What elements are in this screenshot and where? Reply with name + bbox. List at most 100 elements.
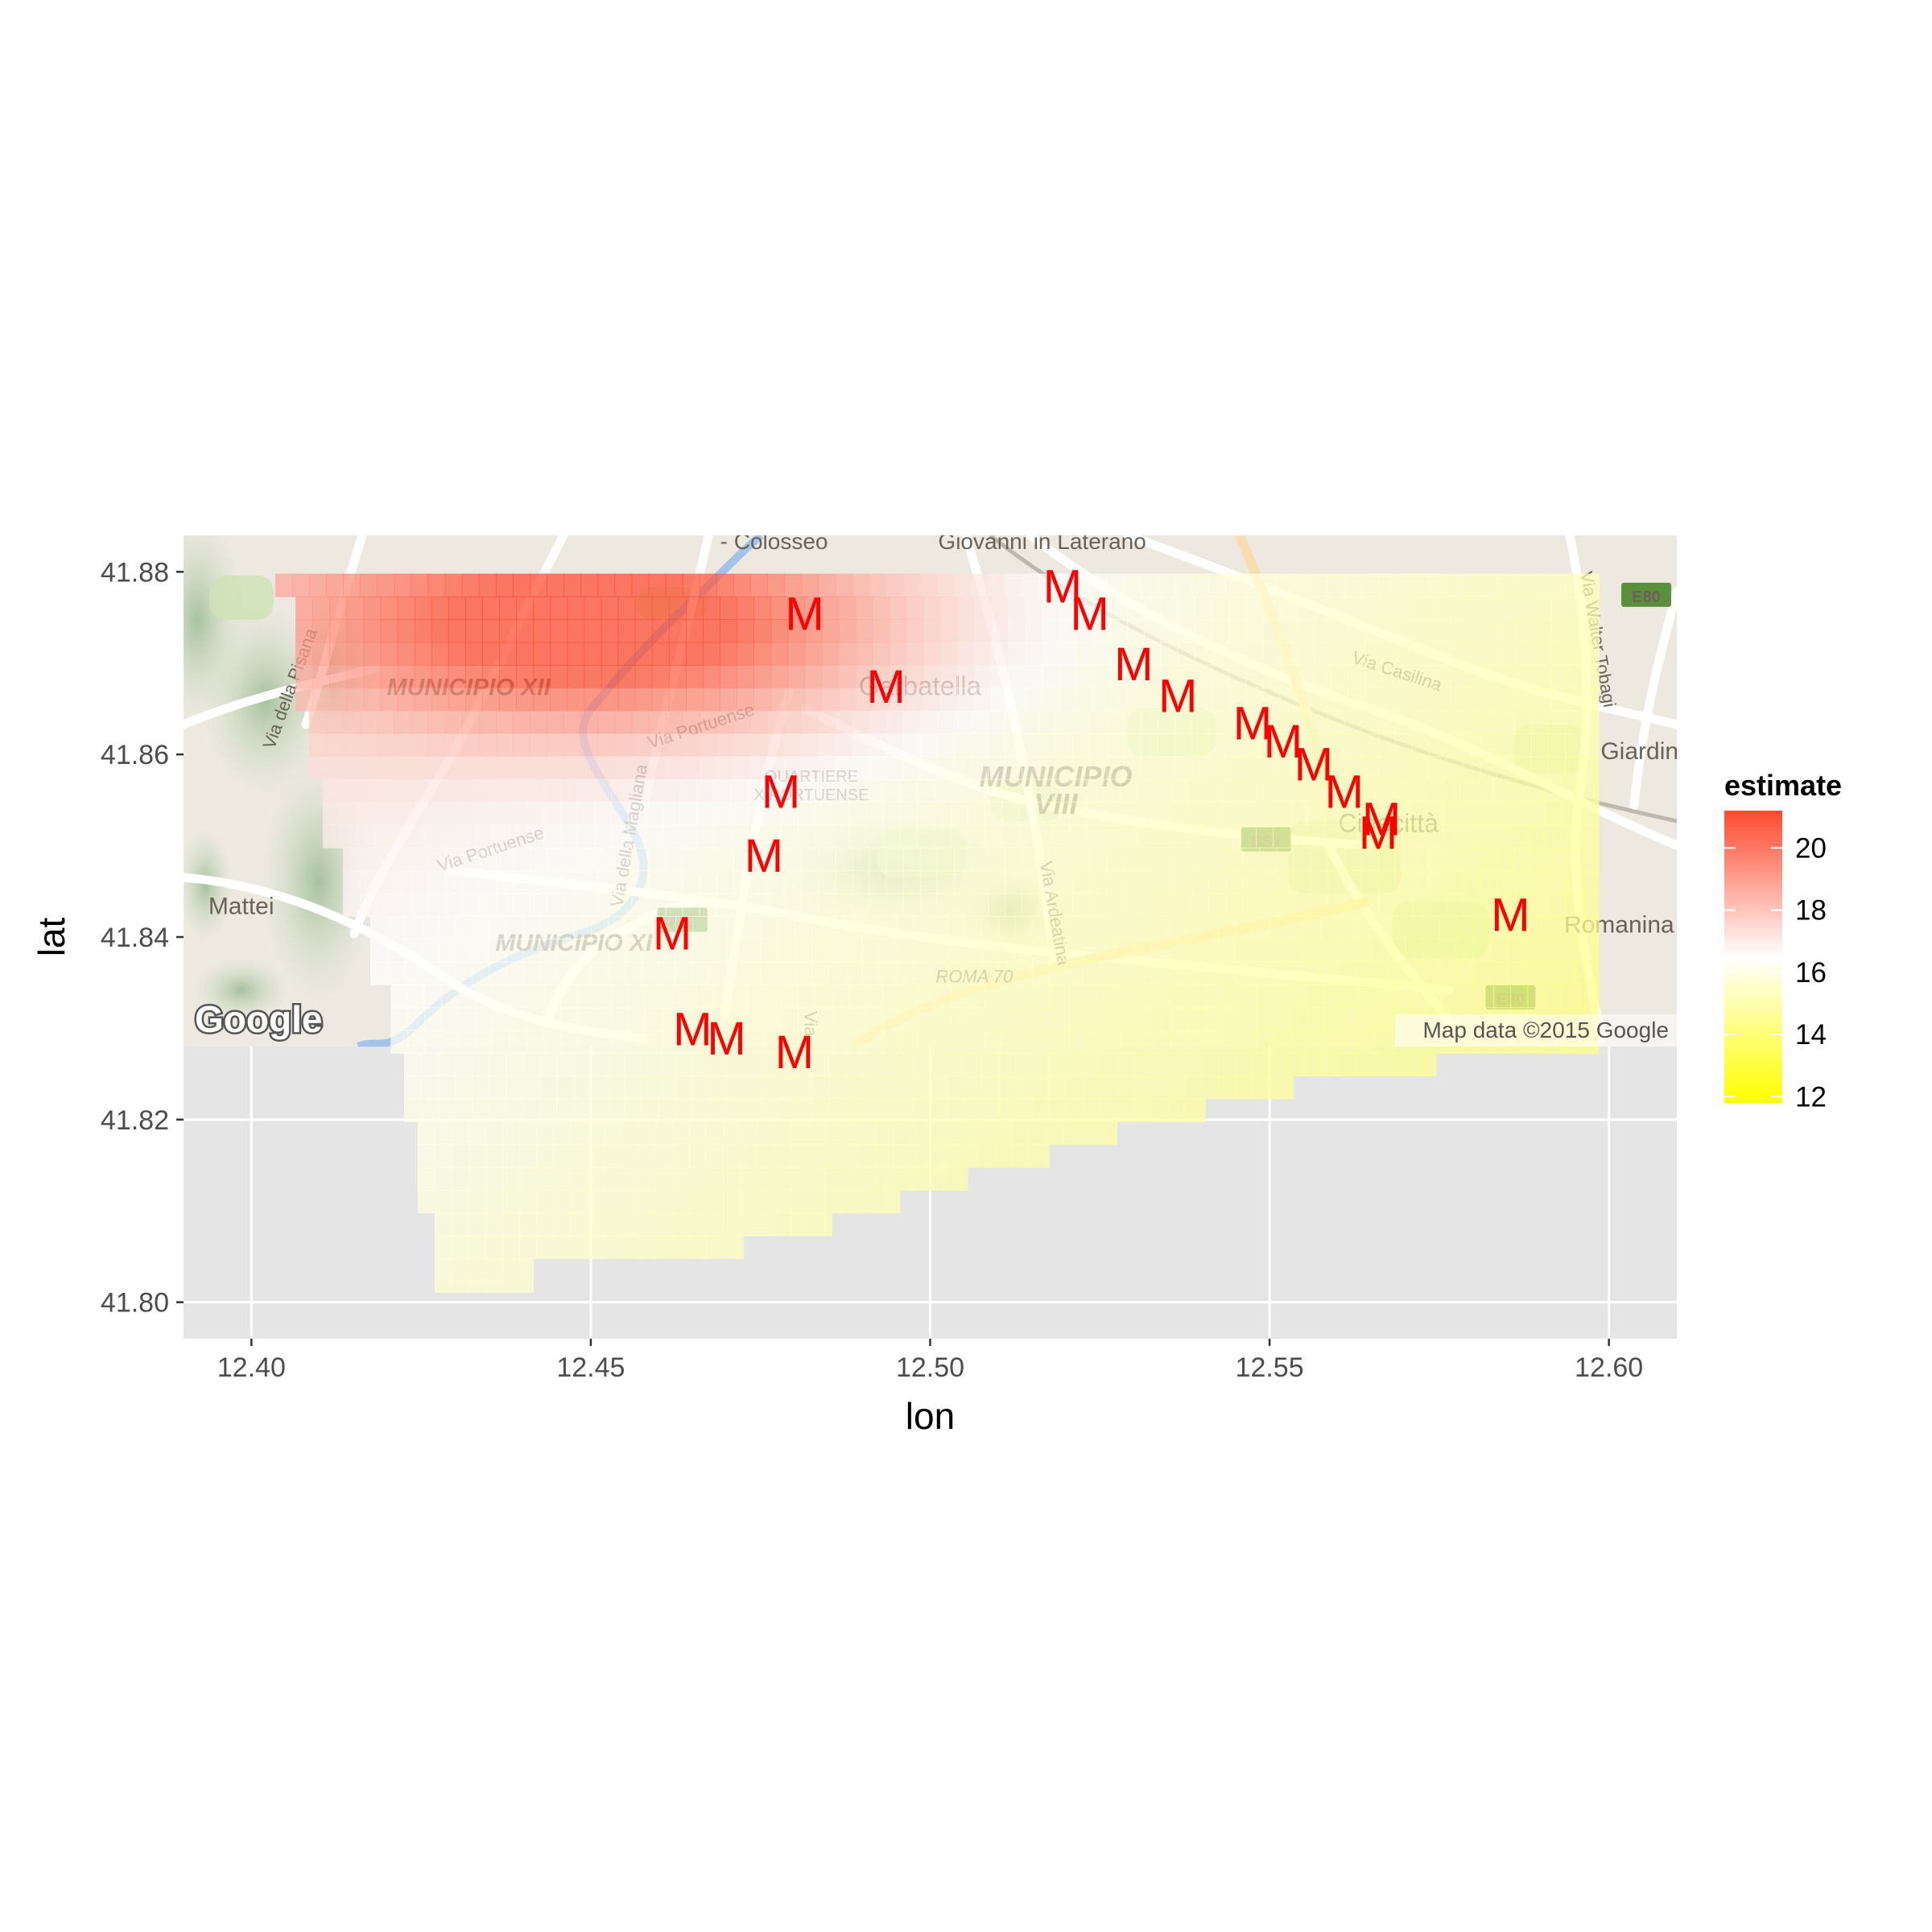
heat-cell: [1205, 1007, 1223, 1031]
heat-cell: [770, 642, 789, 666]
heat-cell: [499, 642, 517, 666]
heat-cell: [1150, 1098, 1169, 1122]
heat-cell: [427, 870, 446, 894]
heat-cell: [329, 619, 348, 643]
heat-cell: [1158, 573, 1175, 597]
heat-cell: [1585, 597, 1600, 621]
heat-cell: [651, 597, 670, 621]
heat-cell: [1456, 915, 1474, 940]
heat-cell: [539, 1053, 558, 1077]
metro-marker: M: [1114, 638, 1153, 691]
heat-cell: [794, 961, 812, 985]
heat-cell: [587, 1121, 605, 1146]
heat-cell: [1412, 733, 1430, 758]
heat-cell: [464, 597, 483, 621]
heat-cell: [1449, 597, 1468, 621]
map-overlays: Google Map data ©2015 Google: [193, 997, 1677, 1047]
heat-cell: [560, 1030, 578, 1054]
heat-cell: [1161, 619, 1179, 643]
heat-cell: [1582, 573, 1600, 597]
metro-marker: M: [673, 1003, 712, 1055]
heat-cell: [1360, 756, 1379, 780]
heat-cell: [1191, 847, 1209, 872]
heat-cell: [1493, 824, 1512, 848]
heat-cell: [326, 710, 344, 734]
x-tick-label: 12.45: [556, 1352, 625, 1383]
y-tick-label: 41.84: [101, 923, 169, 953]
heat-cell: [1500, 665, 1518, 689]
heat-cell: [1290, 802, 1308, 826]
heat-cell: [832, 802, 850, 826]
heat-cell: [444, 756, 463, 780]
heat-cell: [590, 1075, 609, 1100]
heat-cell: [339, 802, 357, 826]
heat-cell: [686, 619, 704, 643]
heat-cell: [1473, 961, 1491, 985]
heat-cell: [1541, 961, 1559, 985]
heat-cell: [859, 1121, 877, 1146]
heat-cell: [547, 870, 564, 894]
heat-cell: [1463, 710, 1481, 734]
heat-cell: [1191, 756, 1209, 780]
heat-cell: [1106, 756, 1125, 780]
heat-cell: [533, 665, 551, 689]
heat-cell: [882, 1007, 901, 1031]
heat-cell: [469, 1235, 486, 1259]
heat-cell: [1150, 1075, 1169, 1100]
heat-cell: [512, 756, 530, 780]
heat-cell: [950, 778, 968, 803]
heat-cell: [1480, 870, 1498, 894]
heat-cell: [1371, 961, 1389, 985]
heat-cell: [1541, 939, 1559, 963]
heat-cell: [954, 870, 972, 894]
heat-cell: [675, 915, 694, 940]
heat-cell: [763, 985, 782, 1009]
heat-cell: [1449, 642, 1468, 666]
heat-cell: [1103, 1030, 1121, 1054]
heat-cell: [906, 665, 924, 689]
heat-cell: [841, 1144, 860, 1168]
heat-cell: [679, 824, 697, 848]
heat-cell: [1123, 847, 1141, 872]
heat-cell: [682, 893, 700, 917]
heat-cell: [763, 824, 782, 848]
heat-cell: [821, 619, 840, 643]
heat-cell: [746, 778, 765, 803]
heat-cell: [927, 1166, 945, 1191]
heat-cell: [1055, 573, 1074, 597]
heat-cell: [940, 687, 958, 712]
heat-cell: [859, 1166, 877, 1191]
heat-cell: [1049, 1098, 1067, 1122]
heat-cell: [614, 756, 633, 780]
heat-cell: [974, 665, 993, 689]
heat-cell: [1405, 915, 1423, 940]
heat-cell: [1089, 710, 1108, 734]
heat-cell: [1150, 961, 1169, 985]
heat-cell: [879, 1075, 898, 1100]
heat-cell: [1276, 733, 1294, 758]
heat-cell: [862, 1075, 881, 1100]
heat-cell: [1140, 733, 1158, 758]
heat-cell: [631, 847, 650, 872]
heat-cell: [387, 915, 405, 940]
heat-cell: [1500, 619, 1518, 643]
heat-cell: [1381, 665, 1400, 689]
heat-cell: [1137, 778, 1155, 803]
heat-cell: [1117, 939, 1135, 963]
heat-cell: [1364, 597, 1382, 621]
heat-cell: [709, 915, 728, 940]
heat-cell: [427, 756, 446, 780]
heat-cell: [482, 642, 500, 666]
heat-cell: [1038, 847, 1057, 872]
heat-cell: [767, 573, 785, 597]
heat-cell: [614, 710, 633, 734]
heat-cell: [1344, 893, 1362, 917]
heat-cell: [1496, 710, 1515, 734]
heat-cell: [536, 1190, 555, 1214]
heat-cell: [547, 573, 564, 597]
heat-cell: [438, 1098, 456, 1122]
heat-cell: [435, 1144, 452, 1168]
heat-cell: [1106, 870, 1125, 894]
heat-cell: [791, 1121, 809, 1146]
heat-cell: [621, 1166, 639, 1191]
